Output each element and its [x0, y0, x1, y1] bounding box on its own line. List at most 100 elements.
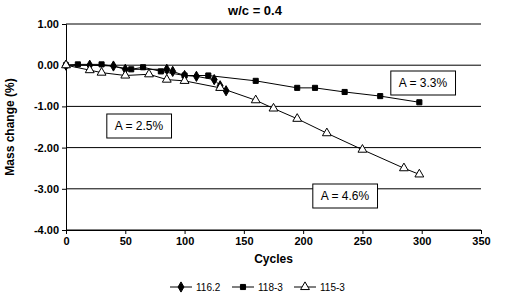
x-tick-label: 300	[413, 235, 431, 247]
x-tick: 100	[176, 230, 194, 247]
annotation: A = 2.5%	[107, 114, 172, 138]
y-tick-mark	[62, 230, 66, 231]
x-axis-title: Cycles	[254, 252, 293, 266]
marker	[170, 66, 176, 76]
annotation-text: A = 2.5%	[115, 119, 164, 133]
marker	[75, 62, 80, 67]
y-tick-label: 1.00	[38, 18, 59, 30]
y-tick: 1.00	[38, 18, 66, 30]
marker	[141, 65, 146, 70]
marker	[417, 100, 422, 105]
x-tick-label: 250	[354, 235, 372, 247]
x-tick-mark	[66, 230, 67, 234]
marker	[180, 76, 189, 84]
legend-item: 115-3	[294, 282, 345, 293]
series-line	[66, 65, 419, 174]
legend-marker	[178, 282, 184, 292]
plot-area	[62, 60, 424, 177]
x-tick: 250	[354, 230, 372, 247]
marker	[293, 114, 302, 122]
grid-line	[66, 65, 481, 66]
grid-line	[66, 147, 481, 148]
grid	[66, 24, 481, 230]
marker	[206, 73, 211, 78]
annotation-box	[107, 114, 172, 138]
marker	[295, 85, 300, 90]
y-tick-label: 0.00	[38, 59, 59, 71]
x-tick-mark	[125, 230, 126, 234]
x-tick-mark	[481, 230, 482, 234]
x-tick: 350	[472, 230, 490, 247]
y-axis-title: Mass change (%)	[3, 78, 17, 175]
title: w/c = 0.4	[227, 3, 283, 18]
marker	[97, 68, 106, 76]
legend-marker	[240, 284, 245, 289]
series-line	[66, 64, 419, 102]
series-line	[66, 65, 226, 91]
marker	[342, 89, 347, 94]
marker	[99, 62, 104, 67]
y-tick-label: -4.00	[34, 224, 59, 236]
x-tick-mark	[244, 230, 245, 234]
y-axis: -4.00 -3.00 -2.00 -1.00 0.00 1.00	[34, 18, 67, 236]
annotation-box	[313, 184, 378, 208]
x-tick-label: 50	[120, 235, 132, 247]
legend-label: 116.2	[196, 282, 221, 293]
x-axis: 0 50 100 150 200 250 300 350	[63, 230, 490, 247]
annotation-text: A = 4.6%	[321, 189, 370, 203]
marker	[193, 71, 199, 81]
series	[62, 60, 424, 177]
marker	[251, 95, 260, 103]
x-tick: 150	[235, 230, 253, 247]
marker	[62, 60, 71, 68]
x-tick-mark	[303, 230, 304, 234]
x-tick-mark	[362, 230, 363, 234]
x-tick: 200	[294, 230, 312, 247]
annotation-text: A = 3.3%	[399, 76, 448, 90]
x-tick: 0	[63, 230, 69, 247]
y-tick-label: -3.00	[34, 183, 59, 195]
series	[63, 62, 421, 105]
marker	[121, 70, 130, 78]
y-tick-label: -2.00	[34, 142, 59, 154]
marker	[85, 65, 94, 73]
x-tick: 300	[413, 230, 431, 247]
marker	[158, 69, 163, 74]
legend-item: 116.2	[170, 282, 221, 293]
chart: -4.00 -3.00 -2.00 -1.00 0.00 1.00 0 50 100 150 200…	[0, 0, 510, 299]
legend-label: 115-3	[320, 282, 345, 293]
y-tick: -4.00	[34, 224, 66, 236]
marker	[312, 85, 317, 90]
marker	[378, 94, 383, 99]
series	[63, 60, 229, 96]
x-tick-label: 150	[235, 235, 253, 247]
marker	[415, 169, 424, 177]
legend-label: 118-3	[258, 282, 283, 293]
y-tick: -1.00	[34, 100, 66, 112]
y-axis-line	[62, 25, 67, 231]
y-tick-mark	[62, 24, 66, 25]
marker	[322, 128, 331, 136]
marker	[162, 75, 171, 83]
marker	[358, 145, 367, 153]
y-tick: -2.00	[34, 142, 66, 154]
y-tick: 0.00	[38, 59, 66, 71]
marker	[145, 69, 154, 77]
marker	[399, 163, 408, 171]
legend: 116.2 118-3 115-3	[170, 282, 345, 293]
x-axis-line	[67, 231, 482, 235]
marker	[253, 78, 258, 83]
annotation: A = 3.3%	[391, 71, 456, 95]
y-tick-mark	[62, 106, 66, 107]
y-tick: -3.00	[34, 183, 66, 195]
annotation: A = 4.6%	[313, 184, 378, 208]
legend-item: 118-3	[232, 282, 283, 293]
legend-marker	[301, 282, 310, 290]
marker	[216, 83, 225, 91]
x-tick-label: 0	[63, 235, 69, 247]
y-tick-mark	[62, 148, 66, 149]
grid-line	[66, 188, 481, 189]
y-tick-mark	[62, 189, 66, 190]
x-tick-label: 350	[472, 235, 490, 247]
y-tick-label: -1.00	[34, 100, 59, 112]
